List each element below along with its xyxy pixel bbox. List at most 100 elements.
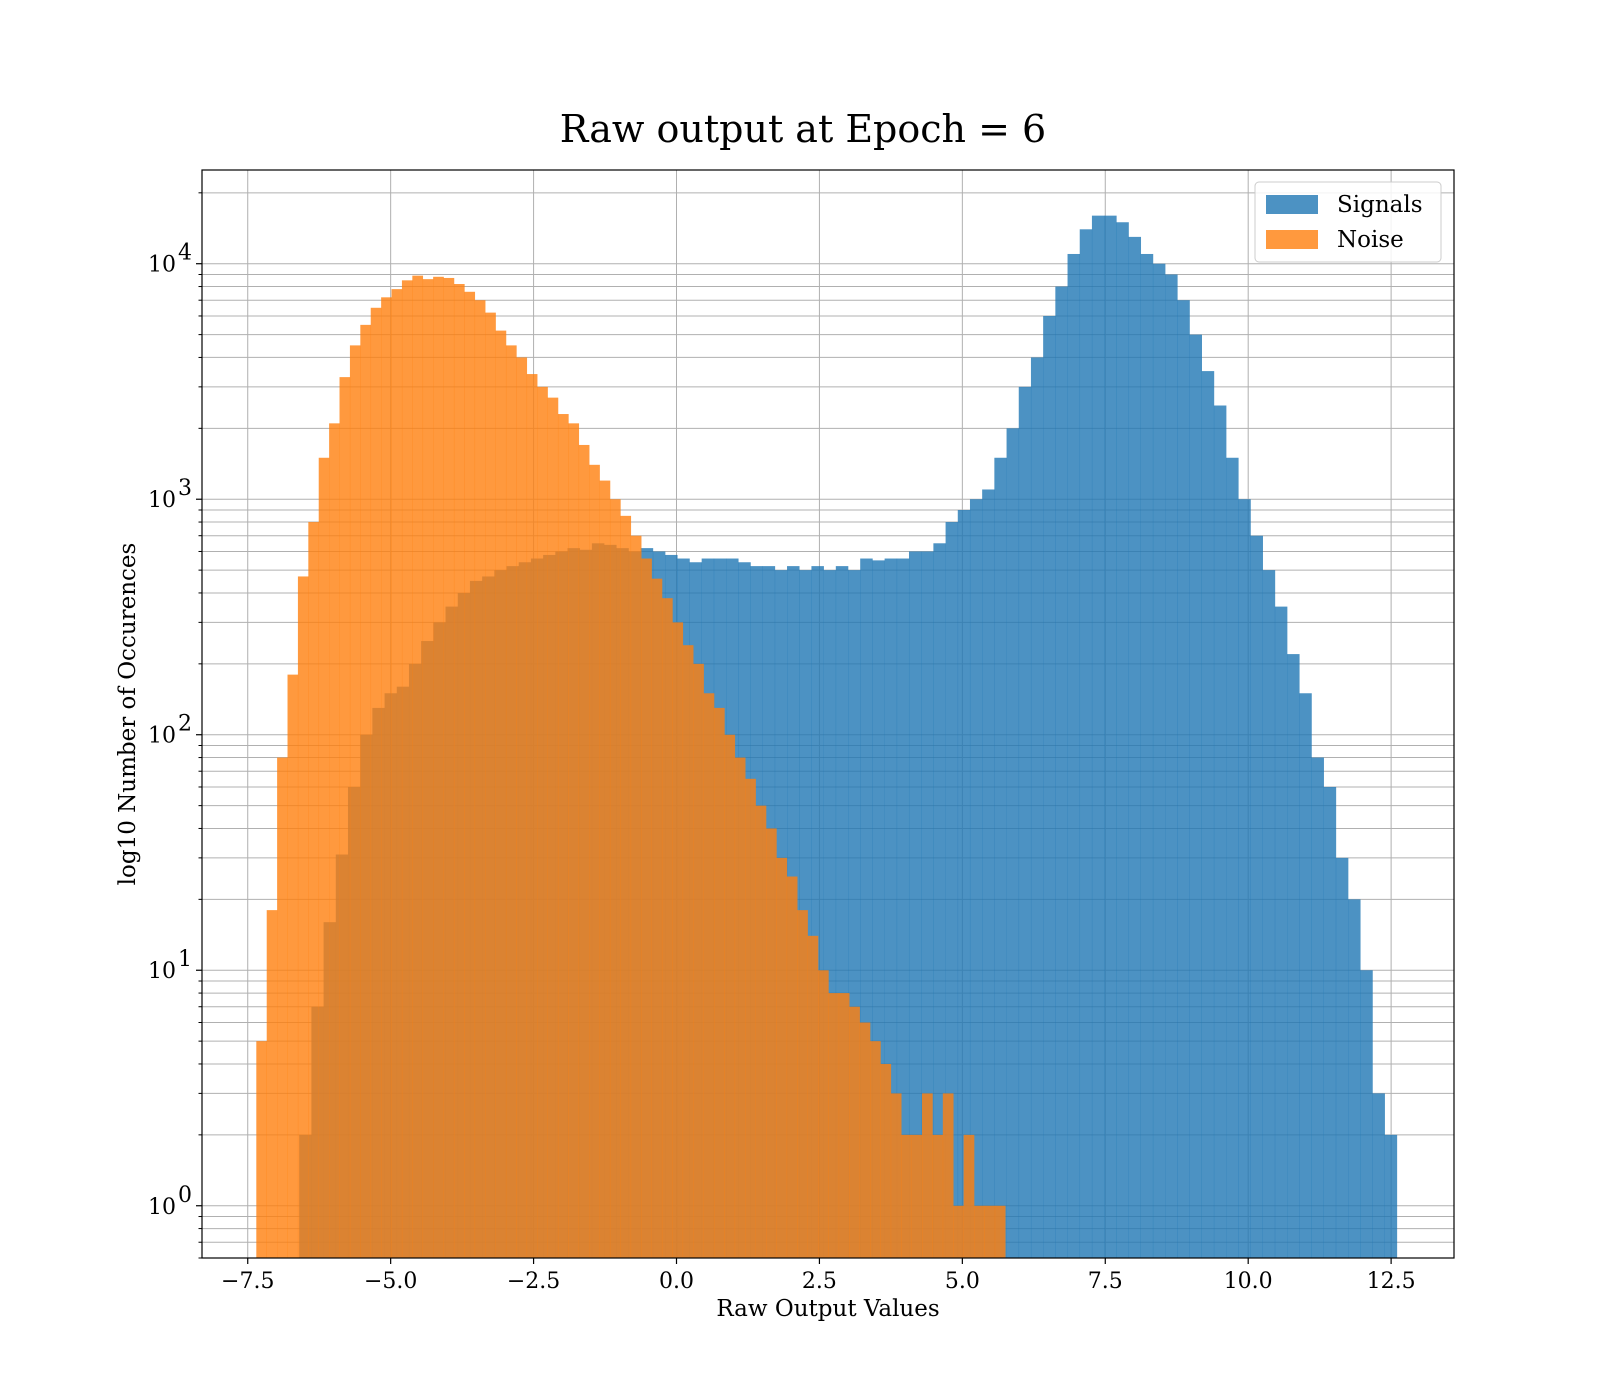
noise-bar [953,1205,964,1258]
y-tick-exponent: 1 [178,947,192,972]
noise-bar [713,707,725,1258]
signals-bar [1348,899,1361,1258]
signals-bar [1006,428,1020,1258]
signals-bar [1274,606,1288,1258]
noise-bar [547,397,559,1258]
x-tick-label: 5.0 [945,1269,980,1294]
noise-bar [817,970,829,1258]
noise-bar [630,535,642,1258]
noise-bar [485,312,496,1259]
signals-bar [1201,371,1215,1258]
noise-bar [901,1134,912,1258]
noise-bar [443,277,455,1258]
noise-bar [505,345,517,1258]
noise-bar [911,1134,923,1258]
noise-bar [401,280,413,1258]
noise-bar [870,1041,881,1258]
noise-bar [755,805,767,1258]
signals-bar [1335,857,1349,1258]
noise-bar [974,1205,985,1258]
x-tick-label: 7.5 [1088,1269,1123,1294]
y-tick-exponent: 4 [178,241,192,266]
noise-bar [266,910,278,1258]
y-tick-label: 10 [148,1195,176,1220]
signals-bar [1165,274,1178,1258]
signals-bar [1189,334,1202,1258]
signals-bar [1018,386,1032,1259]
signals-bar [1262,570,1276,1258]
signals-bar [1238,499,1251,1258]
noise-bar [994,1205,1006,1258]
x-tick-label: −7.5 [221,1269,274,1294]
x-tick-label: 12.5 [1367,1269,1416,1294]
noise-bar [599,480,611,1258]
noise-bar [516,357,528,1258]
noise-bar [963,1134,975,1258]
chart-title: Raw output at Epoch = 6 [560,107,1046,151]
noise-bar [381,297,392,1258]
signals-bar [1372,1093,1385,1258]
signals-bar [1287,654,1300,1258]
noise-bar [360,324,372,1258]
x-axis-ticks: −7.5 −5.0 −2.5 0.0 2.5 5.0 7.5 10.0 12.5 [221,1258,1416,1294]
signals-bar [957,510,971,1258]
noise-bar [370,307,382,1258]
noise-bar [433,276,444,1258]
signals-bar [982,489,995,1258]
signals-bar [1323,786,1337,1258]
histogram-bars [256,215,1398,1259]
noise-bar [277,757,288,1258]
noise-bar [641,558,652,1258]
x-axis-label: Raw Output Values [716,1296,939,1322]
noise-bar [807,935,819,1258]
signals-bar [921,551,934,1258]
signals-bar [1213,405,1227,1258]
x-tick-label: 10.0 [1224,1269,1273,1294]
noise-bar [453,284,465,1258]
noise-bar [797,910,808,1258]
signals-bar [908,551,922,1258]
noise-bar [297,576,309,1258]
noise-bar [349,345,361,1258]
signals-bar [969,499,983,1258]
signals-bar [1152,263,1166,1259]
legend-label-signals: Signals [1337,192,1423,218]
signals-bar [896,558,910,1258]
noise-bar [308,522,320,1258]
plot-area-frame [201,169,1455,1259]
signals-bar [933,543,946,1258]
signals-bar [1226,457,1239,1259]
noise-bar [578,444,590,1258]
x-tick-label: −2.5 [507,1269,560,1294]
noise-bar [464,291,476,1258]
noise-bar [391,289,403,1258]
y-tick-exponent: 2 [178,712,192,737]
noise-bar [922,1093,933,1258]
signals-bar [1030,357,1044,1258]
y-tick-exponent: 0 [178,1183,192,1208]
signals-bar [1360,970,1373,1258]
legend-label-noise: Noise [1337,227,1404,253]
noise-bar [589,464,600,1258]
noise-bar [412,275,424,1258]
noise-bar [329,423,340,1258]
legend: Signals Noise [1254,181,1442,263]
noise-bar [526,374,538,1258]
noise-bar [734,757,746,1258]
signals-bar [1043,315,1056,1258]
noise-bar [838,993,850,1258]
noise-bar [620,515,632,1258]
signals-bar [1116,222,1129,1258]
noise-bar [932,1134,944,1258]
noise-bar [786,876,798,1258]
noise-bar [651,578,663,1258]
signals-bar [1140,253,1154,1258]
signals-bar [945,522,959,1258]
signals-bar [1091,215,1105,1259]
noise-bar [703,693,715,1258]
noise-bar [256,1041,268,1258]
signals-bar [1067,253,1081,1258]
